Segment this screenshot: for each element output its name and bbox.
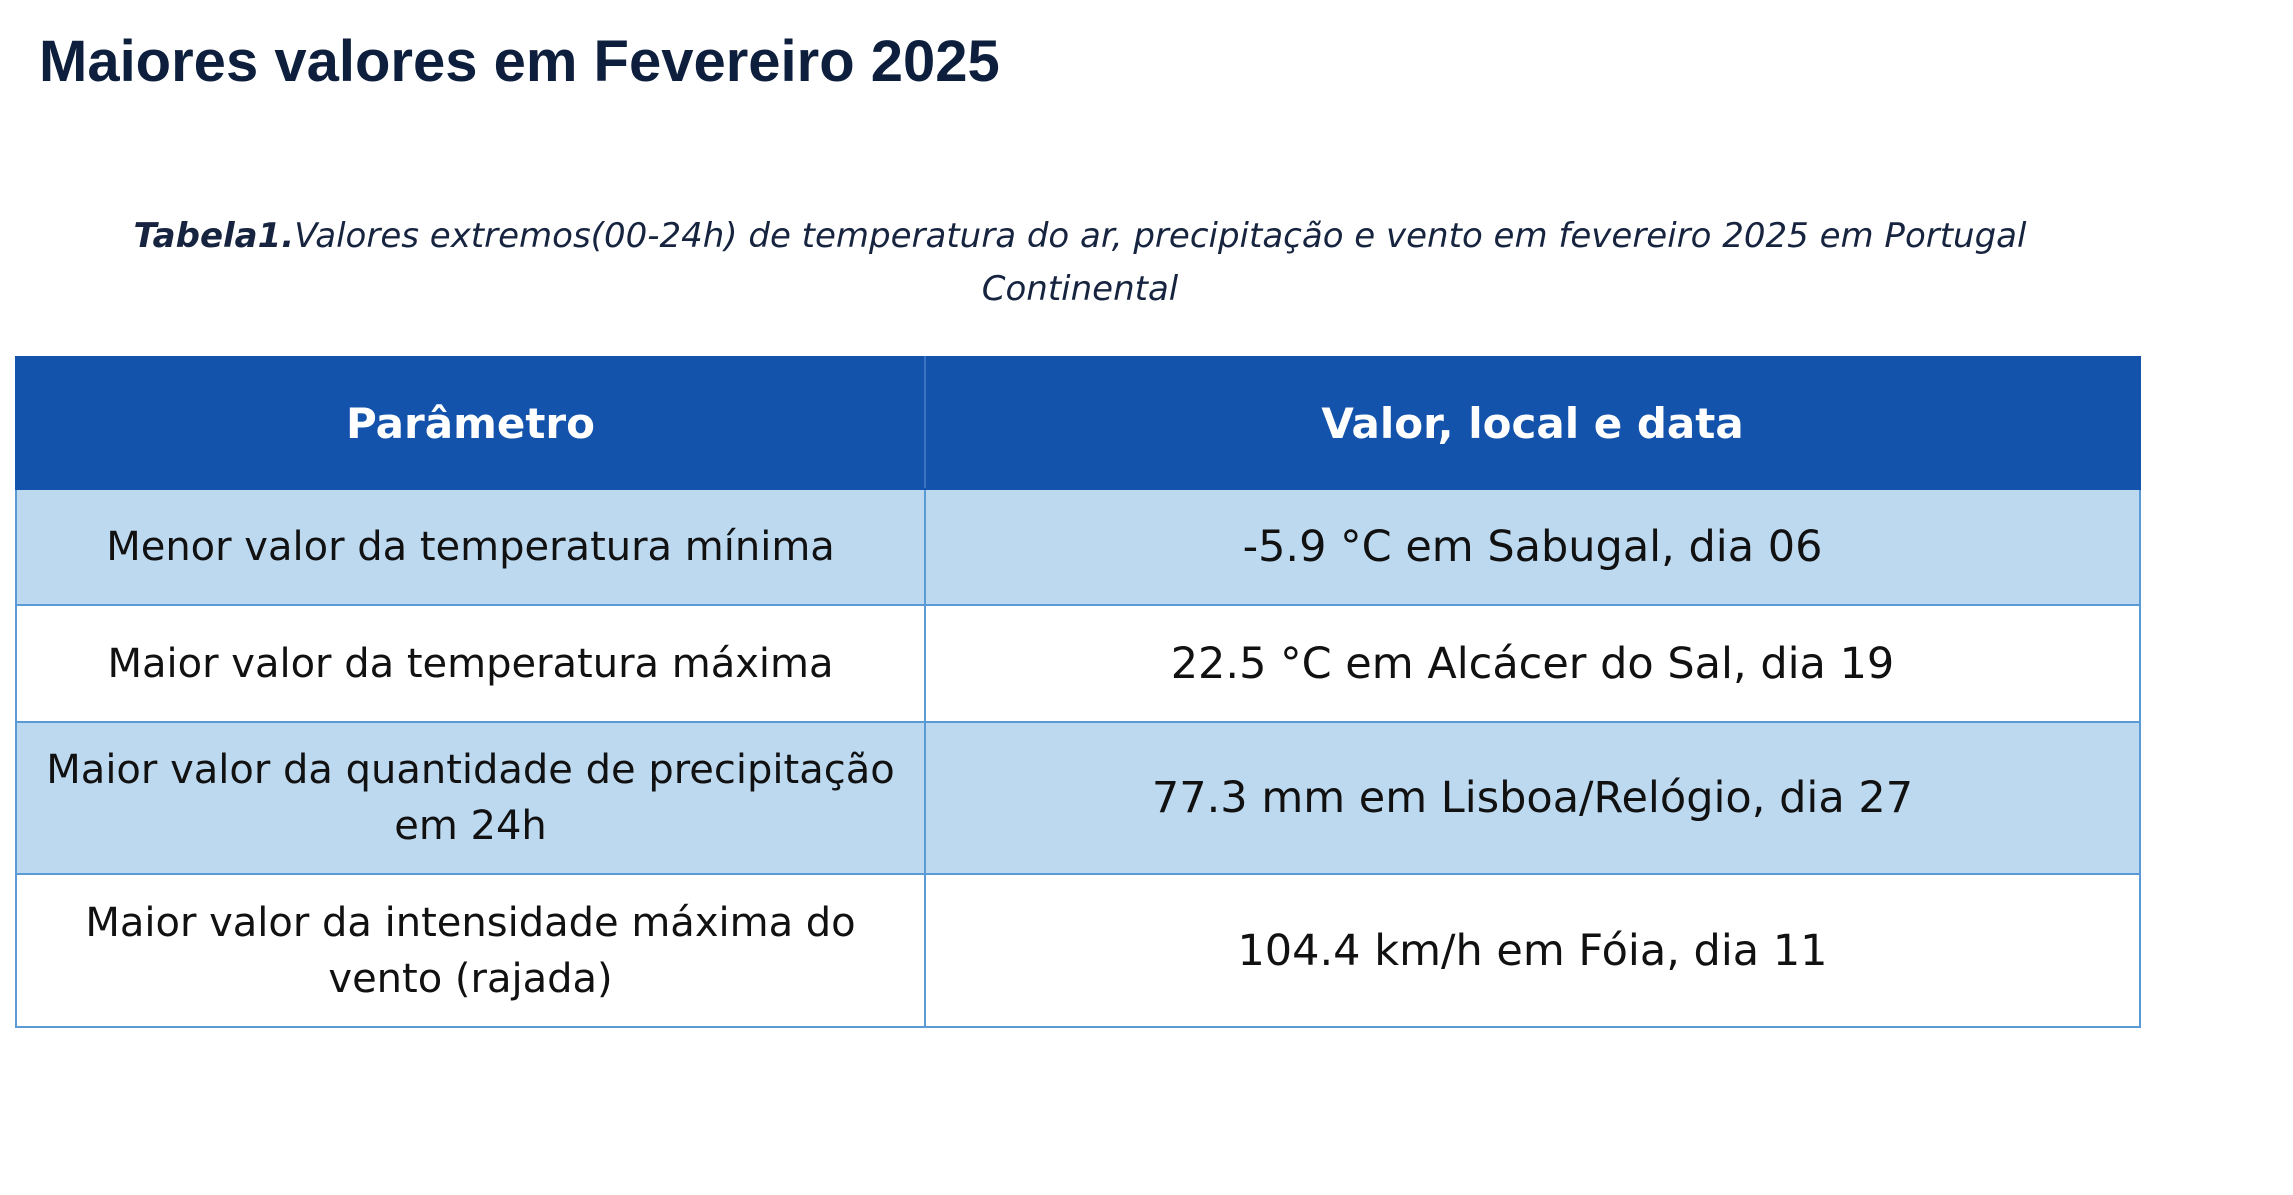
- caption-label: Tabela1.: [133, 216, 295, 256]
- table-row: Maior valor da intensidade máxima do ven…: [15, 873, 2141, 1028]
- table-row: Menor valor da temperatura mínima -5.9 °…: [15, 488, 2141, 606]
- value-cell: 104.4 km/h em Fóia, dia 11: [924, 873, 2141, 1028]
- page-title: Maiores valores em Fevereiro 2025: [39, 29, 1000, 94]
- parameter-cell: Maior valor da temperatura máxima: [15, 604, 926, 723]
- table-row: Maior valor da quantidade de precipitaçã…: [15, 721, 2141, 875]
- header-value-location-date: Valor, local e data: [924, 356, 2141, 490]
- caption-text: Valores extremos(00-24h) de temperatura …: [294, 216, 2027, 309]
- parameter-cell: Maior valor da quantidade de precipitaçã…: [15, 721, 926, 875]
- extremes-table-container: Parâmetro Valor, local e data Menor valo…: [15, 356, 2141, 1028]
- value-cell: -5.9 °C em Sabugal, dia 06: [924, 488, 2141, 606]
- parameter-cell: Maior valor da intensidade máxima do ven…: [15, 873, 926, 1028]
- extremes-table: Parâmetro Valor, local e data Menor valo…: [15, 356, 2141, 1028]
- header-parameter: Parâmetro: [15, 356, 926, 490]
- parameter-cell: Menor valor da temperatura mínima: [15, 488, 926, 606]
- value-cell: 22.5 °C em Alcácer do Sal, dia 19: [924, 604, 2141, 723]
- value-cell: 77.3 mm em Lisboa/Relógio, dia 27: [924, 721, 2141, 875]
- table-caption: Tabela1.Valores extremos(00-24h) de temp…: [100, 210, 2060, 316]
- table-header-row: Parâmetro Valor, local e data: [15, 356, 2141, 490]
- table-row: Maior valor da temperatura máxima 22.5 °…: [15, 604, 2141, 723]
